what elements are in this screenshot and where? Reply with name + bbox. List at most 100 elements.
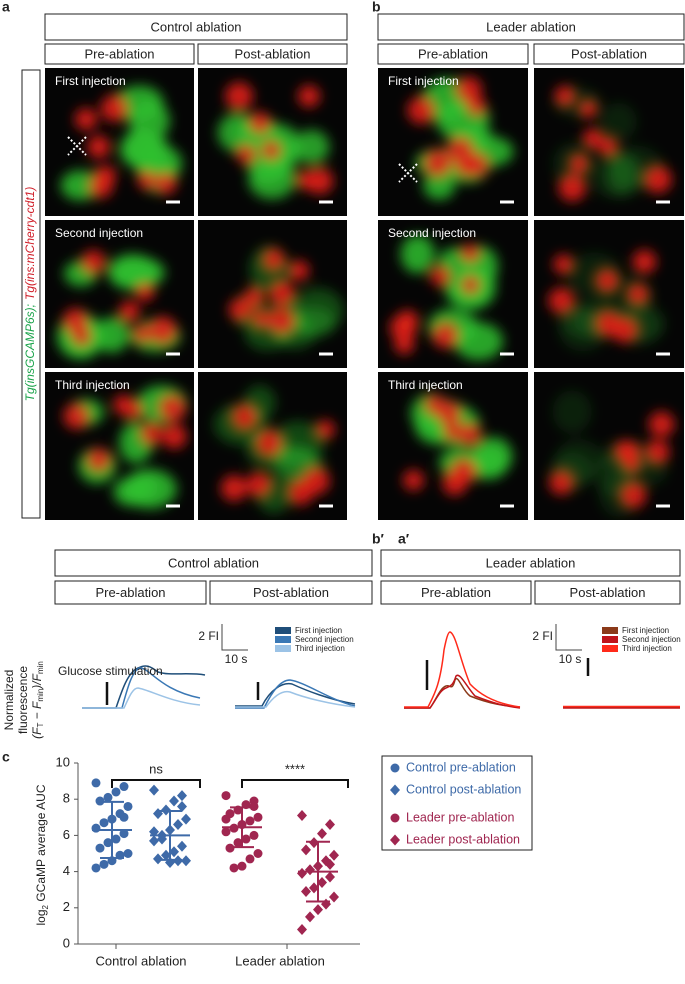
column-header-box [533,43,685,65]
nucleus [135,283,155,302]
stimulus-label: Glucose stimulation [58,664,163,678]
nucleus [297,85,321,108]
nucleus [287,479,314,506]
data-point [99,859,109,869]
nucleus [632,249,657,274]
legend-marker [390,813,400,823]
gcamp-signal [60,170,100,201]
trace-y-label: fluorescence [16,666,30,734]
nucleus [619,481,647,509]
legend-label: Leader pre-ablation [406,810,514,824]
gcamp-signal [400,234,435,274]
legend-swatch [602,636,618,643]
column-header-box [209,580,373,605]
nucleus [315,420,335,439]
panel-title: Leader ablation [486,555,576,570]
data-point [149,784,159,796]
nucleus [288,260,310,281]
nucleus [231,404,258,430]
cells [407,76,514,200]
cells [228,246,344,351]
data-point [309,882,319,894]
micrograph: First injection [378,68,528,216]
nucleus [220,475,247,502]
gcamp-signal [552,390,592,434]
nucleus [394,334,415,355]
nucleus [255,429,283,457]
panel-title-box [44,13,348,41]
nucleus [582,128,604,149]
data-point [119,812,129,822]
trace [235,679,356,709]
nucleus [71,326,92,347]
legend-marker [390,784,400,796]
nucleus [460,243,480,263]
nucleus [248,111,271,134]
nucleus [553,254,574,275]
nucleus [558,173,586,202]
legend-marker [390,834,400,846]
nucleus [407,96,435,125]
legend-label: Third injection [295,644,345,653]
nucleus [443,422,463,441]
error-bar [306,840,330,903]
cells [63,385,187,509]
column-header: Pre-ablation [418,46,488,61]
y-label-main: log [34,909,48,925]
nucleus [262,248,285,271]
y-tick-label: 6 [63,827,70,842]
nucleus [86,448,111,472]
micrograph [198,220,347,368]
nucleus [403,469,424,491]
data-point [237,861,247,871]
formula-part: − F [30,701,44,723]
data-point [123,801,133,811]
formula-part: )/F [30,673,44,690]
nucleus [225,82,254,111]
subscript: min [36,689,45,702]
trace [404,674,521,709]
data-point [161,849,171,861]
subscript: T [36,723,45,728]
data-point [177,790,187,802]
data-point [245,854,255,864]
gcamp-signal [423,171,456,200]
micrograph [534,372,684,520]
data-point [169,846,179,858]
nucleus [267,307,296,335]
trace [235,690,356,708]
significance-label: **** [285,761,305,776]
column-header: Post-ablation [571,46,647,61]
nucleus [455,76,482,103]
scale-x: 10 s [225,652,248,666]
panel-title: Control ablation [168,555,259,570]
nucleus [397,310,419,332]
data-point [91,863,101,873]
micrograph [198,372,347,520]
micrograph: Second injection [378,220,528,368]
legend-swatch [602,645,618,652]
data-point [91,823,101,833]
nucleus [432,322,459,349]
data-point [233,838,243,848]
column-header: Pre-ablation [95,585,165,600]
nucleus [161,424,187,449]
nucleus [464,153,489,178]
legend-box [381,755,533,851]
legend-label: Control pre-ablation [406,760,516,774]
nucleus [648,411,675,438]
data-point [173,819,183,831]
data-point [123,849,133,858]
subscript: min [36,661,45,674]
micrograph: Third injection [378,372,528,520]
gcamp-signal [453,322,504,361]
error-bar [230,806,254,849]
row-label: First injection [388,74,459,88]
column-header: Pre-ablation [84,46,154,61]
panel-title: Leader ablation [486,19,576,34]
nucleus [137,170,156,190]
legend-label: Second injection [622,635,681,644]
y-label-rest: GCaMP average AUC [34,784,48,905]
data-point [119,829,129,839]
